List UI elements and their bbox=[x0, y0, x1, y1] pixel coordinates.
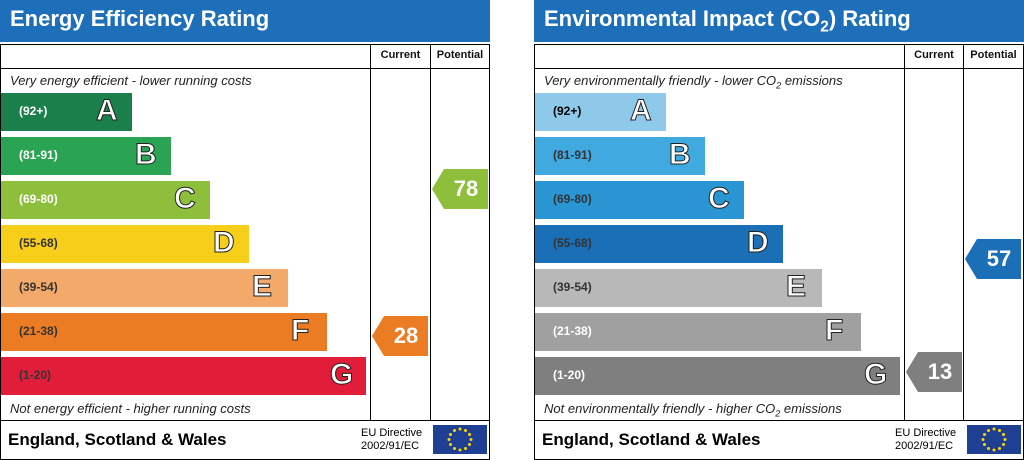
env-eu-directive: EU Directive 2002/91/EC bbox=[895, 427, 956, 453]
env-band-a: (92+) A bbox=[535, 93, 666, 131]
energy-title-bar: Energy Efficiency Rating bbox=[0, 0, 490, 42]
env-potential-header: Potential bbox=[970, 49, 1017, 61]
energy-band-range: (81-91) bbox=[19, 148, 58, 162]
env-top-caption-post: emissions bbox=[781, 73, 843, 88]
env-current-arrow bbox=[906, 352, 962, 392]
energy-current-value: 28 bbox=[393, 323, 419, 348]
energy-band-a: (92+) A bbox=[1, 93, 132, 131]
env-bottom-caption: Not environmentally friendly - higher CO… bbox=[544, 401, 842, 419]
energy-band-d: (55-68) D bbox=[1, 225, 249, 263]
energy-band-f: (21-38) F bbox=[1, 313, 327, 351]
env-footer-rule bbox=[534, 420, 1024, 421]
env-header-rule bbox=[534, 68, 1024, 69]
env-band-range: (21-38) bbox=[553, 324, 592, 338]
energy-band-g: (1-20) G bbox=[1, 357, 366, 395]
env-band-range: (55-68) bbox=[553, 236, 592, 250]
energy-band-letter: E bbox=[251, 270, 273, 304]
env-eu-line2: 2002/91/EC bbox=[895, 440, 954, 452]
energy-band-letter: F bbox=[290, 314, 310, 348]
eu-flag-icon bbox=[967, 425, 1021, 454]
env-bottom-caption-sub: 2 bbox=[775, 408, 781, 419]
env-band-letter: F bbox=[824, 314, 844, 348]
energy-band-range: (92+) bbox=[19, 104, 48, 118]
env-band-letter: A bbox=[630, 94, 653, 128]
energy-band-letter: C bbox=[174, 182, 197, 216]
energy-footer-rule bbox=[0, 420, 490, 421]
energy-band-e: (39-54) E bbox=[1, 269, 288, 307]
energy-band-range: (1-20) bbox=[19, 368, 52, 382]
energy-current-arrow bbox=[372, 316, 428, 356]
env-band-letter: D bbox=[747, 226, 770, 260]
energy-divider-potential bbox=[430, 44, 431, 420]
energy-band-range: (39-54) bbox=[19, 280, 58, 294]
env-band-letter: E bbox=[785, 270, 807, 304]
energy-band-range: (21-38) bbox=[19, 324, 58, 338]
env-title-bar: Environmental Impact (CO2) Rating bbox=[534, 0, 1024, 42]
energy-top-caption: Very energy efficient - lower running co… bbox=[10, 73, 252, 88]
energy-eu-line2: 2002/91/EC bbox=[361, 440, 420, 452]
env-potential-arrow bbox=[965, 239, 1021, 279]
energy-potential-header: Potential bbox=[436, 49, 484, 61]
energy-band-b: (81-91) B bbox=[1, 137, 171, 175]
env-divider-current bbox=[904, 44, 905, 420]
env-band-range: (69-80) bbox=[553, 192, 592, 206]
env-title-sub: 2 bbox=[820, 18, 829, 36]
energy-band-letter: D bbox=[213, 226, 236, 260]
env-band-range: (81-91) bbox=[553, 148, 592, 162]
env-top-caption-sub: 2 bbox=[776, 80, 782, 91]
environmental-impact-panel: Environmental Impact (CO2) Rating Curren… bbox=[534, 0, 1024, 460]
env-top-caption: Very environmentally friendly - lower CO… bbox=[544, 73, 843, 91]
env-divider-potential bbox=[963, 44, 964, 420]
env-title: Environmental Impact (CO2) Rating bbox=[544, 6, 911, 36]
env-band-e: (39-54) E bbox=[535, 269, 822, 307]
energy-potential-value: 78 bbox=[453, 176, 479, 201]
energy-band-letter: B bbox=[135, 138, 158, 172]
env-current-value: 13 bbox=[927, 359, 953, 384]
eu-flag-icon bbox=[433, 425, 487, 454]
env-band-c: (69-80) C bbox=[535, 181, 744, 219]
env-band-d: (55-68) D bbox=[535, 225, 783, 263]
energy-band-letter: G bbox=[329, 358, 354, 392]
energy-efficiency-panel: Energy Efficiency Rating Current Potenti… bbox=[0, 0, 490, 460]
env-band-f: (21-38) F bbox=[535, 313, 861, 351]
energy-band-letter: A bbox=[96, 94, 119, 128]
energy-divider-current bbox=[370, 44, 371, 420]
env-band-letter: C bbox=[708, 182, 731, 216]
energy-potential-arrow bbox=[432, 169, 488, 209]
env-title-pre: Environmental Impact (CO bbox=[544, 6, 821, 31]
env-bottom-caption-post: emissions bbox=[780, 401, 842, 416]
env-top-caption-pre: Very environmentally friendly - lower CO bbox=[544, 73, 777, 88]
energy-eu-line1: EU Directive bbox=[361, 427, 423, 439]
energy-band-range: (55-68) bbox=[19, 236, 58, 250]
env-band-letter: G bbox=[863, 358, 888, 392]
env-bottom-caption-pre: Not environmentally friendly - higher CO bbox=[544, 401, 776, 416]
env-band-range: (39-54) bbox=[553, 280, 592, 294]
env-band-b: (81-91) B bbox=[535, 137, 705, 175]
energy-eu-directive: EU Directive 2002/91/EC bbox=[361, 427, 422, 453]
env-current-header: Current bbox=[914, 49, 954, 61]
env-footer-region: England, Scotland & Wales bbox=[542, 430, 761, 449]
env-title-post: ) Rating bbox=[828, 6, 911, 31]
energy-band-range: (69-80) bbox=[19, 192, 58, 206]
env-potential-value: 57 bbox=[986, 246, 1012, 271]
env-band-range: (92+) bbox=[553, 104, 582, 118]
env-band-range: (1-20) bbox=[553, 368, 586, 382]
energy-band-c: (69-80) C bbox=[1, 181, 210, 219]
energy-current-header: Current bbox=[380, 49, 421, 61]
energy-footer-region: England, Scotland & Wales bbox=[8, 430, 227, 449]
env-band-letter: B bbox=[669, 138, 692, 172]
energy-header-rule bbox=[0, 68, 490, 69]
energy-title: Energy Efficiency Rating bbox=[10, 6, 270, 31]
energy-bottom-caption: Not energy efficient - higher running co… bbox=[10, 401, 251, 416]
env-eu-line1: EU Directive bbox=[895, 427, 957, 439]
env-band-g: (1-20) G bbox=[535, 357, 900, 395]
